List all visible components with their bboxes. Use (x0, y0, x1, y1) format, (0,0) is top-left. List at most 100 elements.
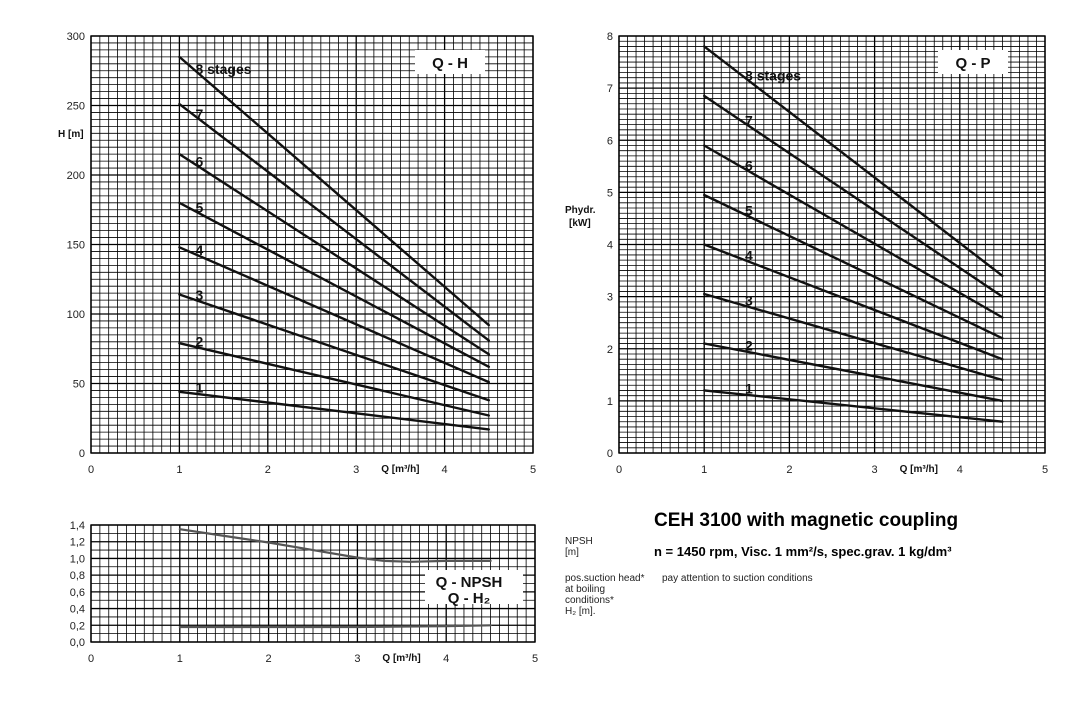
npsh-axis-label: NPSH [m] (565, 536, 593, 558)
stage-curve-2 (703, 342, 1004, 403)
stage-curve-3 (703, 292, 1004, 382)
page-title: CEH 3100 with magnetic coupling (654, 510, 959, 531)
stage-label: 5 (196, 200, 204, 216)
x-tick-label: 4 (443, 653, 449, 665)
stage-curve-7 (703, 94, 1004, 298)
y-tick-label: 0 (607, 448, 613, 460)
suction-head-note: pos.suction head* at boiling conditions*… (565, 573, 645, 617)
x-tick-label: 2 (265, 464, 271, 476)
y-tick-label: 1,0 (70, 553, 85, 565)
stage-curve-4 (703, 243, 1004, 361)
x-tick-label: 3 (353, 464, 359, 476)
stage-label: 3 (745, 293, 753, 309)
qp-grid (618, 35, 1046, 454)
y-tick-label: 250 (67, 101, 85, 113)
stage-curve-5 (178, 201, 490, 368)
stage-label: 6 (745, 157, 753, 173)
stage-curve-6 (178, 152, 490, 356)
y-tick-label: 1,4 (70, 520, 85, 532)
x-axis-label: Q [m³/h] (381, 464, 419, 475)
stage-label: 3 (196, 287, 204, 303)
qh-grid (90, 35, 534, 454)
stage-label: 4 (196, 242, 204, 258)
suction-note-line: H₂ [m]. (565, 606, 596, 617)
operating-conditions: n = 1450 rpm, Visc. 1 mm²/s, spec.grav. … (654, 544, 952, 559)
y-tick-label: 6 (607, 135, 613, 147)
stage-curve-3 (178, 293, 490, 402)
y-tick-label: 8 (607, 31, 613, 43)
y-axis-label: [kW] (569, 218, 591, 229)
x-tick-label: 0 (88, 464, 94, 476)
y-tick-label: 150 (67, 240, 85, 252)
suction-note-line: at boiling (565, 584, 606, 595)
x-axis-label: Q [m³/h] (900, 464, 938, 475)
x-tick-label: 0 (88, 653, 94, 665)
chart-id-box (425, 570, 523, 604)
x-tick-label: 2 (266, 653, 272, 665)
stage-label: 2 (196, 333, 204, 349)
y-tick-label: 0,4 (70, 604, 85, 616)
stage-curve-5 (703, 193, 1004, 340)
x-tick-label: 2 (786, 464, 792, 476)
x-tick-label: 1 (177, 653, 183, 665)
x-tick-label: 0 (616, 464, 622, 476)
y-tick-label: 2 (607, 344, 613, 356)
stage-label: 6 (196, 153, 204, 169)
x-tick-label: 3 (872, 464, 878, 476)
y-tick-label: 0,0 (70, 637, 85, 649)
y-tick-label: 200 (67, 170, 85, 182)
x-tick-label: 5 (1042, 464, 1048, 476)
stage-curve-2 (178, 342, 490, 417)
qp-plot-frame (618, 35, 1046, 454)
x-axis-label: Q [m³/h] (382, 653, 420, 664)
chart-id-box (938, 50, 1008, 74)
chart-id-label: Q - NPSH (436, 574, 503, 591)
x-tick-label: 3 (354, 653, 360, 665)
y-tick-label: 0,2 (70, 620, 85, 632)
stage-label: 1 (196, 380, 204, 396)
stage-label: 4 (745, 248, 753, 264)
stage-curve-8 (703, 45, 1004, 277)
npsh-label-line: NPSH (565, 536, 593, 547)
stage-label: 8 stages (745, 67, 801, 83)
y-tick-label: 0,6 (70, 587, 85, 599)
chart-id-box (415, 50, 485, 74)
y-tick-label: 1,2 (70, 537, 85, 549)
stage-label: 8 stages (196, 61, 252, 77)
y-axis-label: Phydr. (565, 205, 596, 216)
stage-label: 2 (745, 338, 753, 354)
y-tick-label: 7 (607, 83, 613, 95)
stage-label: 1 (745, 380, 753, 396)
x-tick-label: 5 (532, 653, 538, 665)
chart-id-label: Q - H (432, 55, 468, 72)
x-tick-label: 1 (701, 464, 707, 476)
suction-warning-note: pay attention to suction conditions (662, 573, 813, 584)
stage-curve-6 (703, 144, 1004, 319)
y-tick-label: 300 (67, 31, 85, 43)
stage-curve-8 (178, 55, 490, 327)
y-tick-label: 4 (607, 240, 613, 252)
y-tick-label: 50 (73, 379, 85, 391)
qh-plot-frame (90, 35, 534, 454)
stage-label: 7 (196, 106, 204, 122)
stage-curve-7 (178, 102, 490, 342)
npsh-plot-frame (90, 524, 536, 643)
y-tick-label: 1 (607, 396, 613, 408)
y-axis-label: H [m] (58, 129, 84, 140)
stage-label: 5 (745, 203, 753, 219)
y-tick-label: 0,8 (70, 570, 85, 582)
npsh-unit-line: [m] (565, 547, 579, 558)
x-tick-label: 1 (176, 464, 182, 476)
suction-note-line: pos.suction head* (565, 573, 645, 584)
npsh-curve (178, 624, 492, 629)
npsh-curve (178, 528, 492, 563)
y-tick-label: 3 (607, 292, 613, 304)
stage-curve-4 (178, 246, 490, 384)
suction-note-line: conditions* (565, 595, 614, 606)
x-tick-label: 5 (530, 464, 536, 476)
chart-id-label: Q - H₂ (448, 590, 491, 607)
y-tick-label: 100 (67, 309, 85, 321)
y-tick-label: 5 (607, 187, 613, 199)
chart-id-label: Q - P (955, 55, 990, 72)
